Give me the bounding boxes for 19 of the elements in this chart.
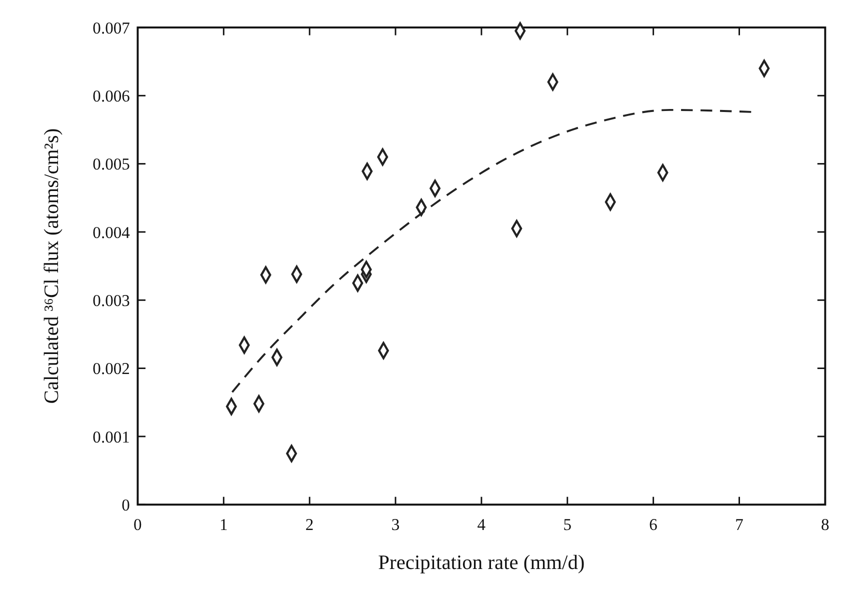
x-tick-label: 1 — [220, 514, 228, 534]
x-tick-label: 8 — [821, 514, 830, 534]
y-tick-label: 0.003 — [92, 290, 130, 310]
y-tick-label: 0.006 — [92, 86, 130, 106]
x-tick-label: 6 — [649, 514, 658, 534]
x-axis-title: Precipitation rate (mm/d) — [378, 552, 585, 574]
y-tick-label: 0.005 — [92, 154, 130, 174]
x-tick-label: 4 — [477, 514, 486, 534]
y-axis-title: Calculated ³⁶Cl flux (atoms/cm²s) — [40, 128, 63, 404]
x-tick-label: 5 — [563, 514, 572, 534]
x-tick-label: 3 — [391, 514, 400, 534]
y-tick-label: 0.004 — [92, 222, 131, 242]
x-tick-label: 7 — [735, 514, 744, 534]
x-tick-label: 0 — [134, 514, 142, 534]
y-tick-label: 0 — [122, 495, 130, 514]
y-tick-label: 0.007 — [92, 18, 130, 38]
y-tick-label: 0.002 — [92, 359, 130, 378]
x-tick-label: 2 — [305, 514, 314, 534]
y-tick-label: 0.001 — [92, 427, 130, 446]
